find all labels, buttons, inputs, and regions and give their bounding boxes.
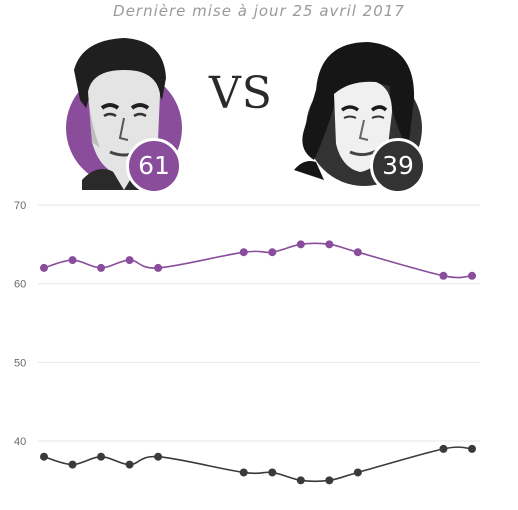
gridlines: [38, 204, 480, 442]
data-point[interactable]: [40, 263, 48, 272]
data-point[interactable]: [468, 271, 476, 280]
data-point[interactable]: [40, 452, 48, 461]
data-point[interactable]: [296, 240, 305, 249]
y-tick-label: 60: [14, 279, 26, 291]
data-point[interactable]: [468, 444, 476, 453]
le-pen-score-badge: 39: [370, 138, 426, 194]
macron-score-badge: 61: [126, 138, 182, 194]
series-points: [40, 240, 476, 485]
data-point[interactable]: [125, 460, 134, 469]
data-point[interactable]: [239, 248, 248, 257]
data-point[interactable]: [296, 476, 305, 485]
data-point[interactable]: [325, 240, 334, 249]
data-point[interactable]: [68, 460, 77, 469]
y-tick-label: 70: [14, 200, 26, 212]
data-point[interactable]: [125, 256, 134, 265]
series-line-0: [43, 242, 473, 279]
data-point[interactable]: [68, 256, 77, 265]
data-point[interactable]: [268, 468, 277, 477]
last-updated-text: Dernière mise à jour 25 avril 2017: [113, 2, 405, 20]
data-point[interactable]: [325, 476, 334, 485]
data-point[interactable]: [97, 263, 106, 272]
data-point[interactable]: [268, 248, 277, 257]
data-point[interactable]: [97, 452, 106, 461]
data-point[interactable]: [154, 452, 163, 461]
data-point[interactable]: [439, 444, 448, 453]
data-point[interactable]: [353, 468, 362, 477]
y-tick-label: 50: [14, 357, 26, 369]
series-line-1: [43, 446, 473, 483]
versus-label: VS: [209, 68, 273, 119]
data-point[interactable]: [439, 271, 448, 280]
poll-line-chart: 40 50 60 70: [14, 200, 480, 485]
y-tick-label: 40: [14, 436, 26, 448]
data-point[interactable]: [353, 248, 362, 257]
data-point[interactable]: [154, 263, 163, 272]
data-point[interactable]: [239, 468, 248, 477]
y-axis-tick-labels: 40 50 60 70: [14, 200, 26, 448]
